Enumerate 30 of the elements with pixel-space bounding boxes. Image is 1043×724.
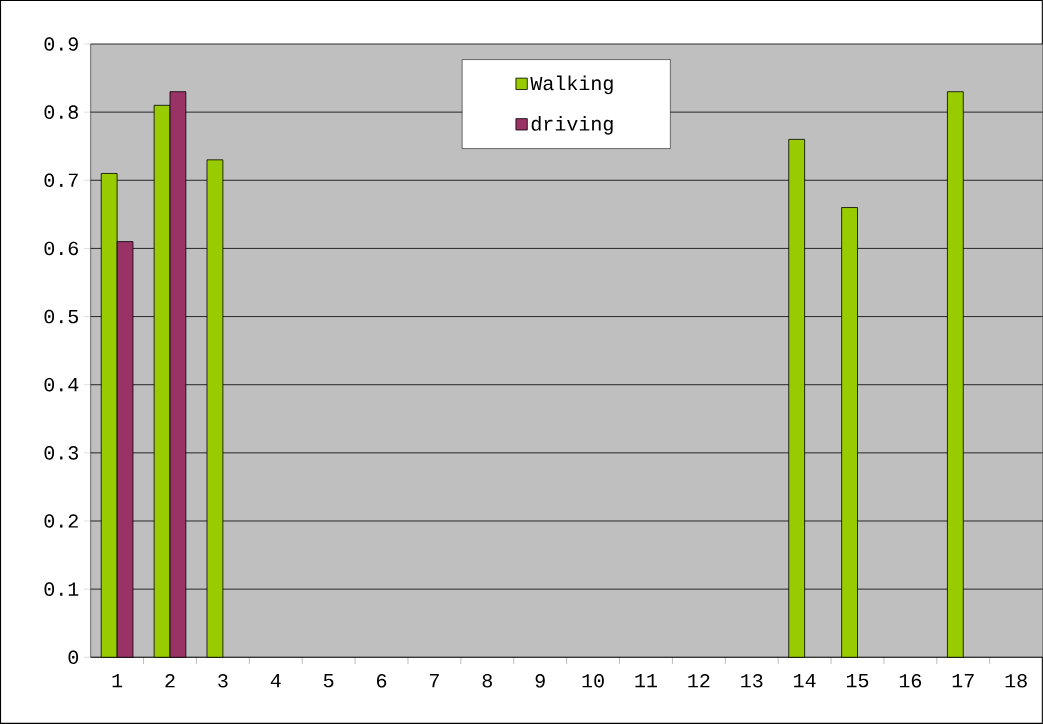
legend-label: Walking: [530, 75, 613, 95]
x-tick-label: 3: [218, 674, 228, 688]
x-tick-label: 13: [741, 674, 763, 688]
x-tick-label: 14: [794, 674, 816, 688]
y-tick-label: 0.9: [44, 37, 78, 51]
y-tick-label: 0.5: [44, 309, 79, 324]
x-tick-label: 12: [688, 674, 710, 688]
x-tick-label: 10: [582, 674, 604, 688]
x-tick-label: 17: [952, 674, 974, 688]
y-tick-label: 0: [68, 650, 79, 665]
y-tick-label: 0.3: [44, 446, 79, 460]
x-tick-label: 6: [377, 674, 387, 688]
x-tick-label: 11: [635, 674, 657, 688]
y-tick-label: 0.7: [44, 173, 78, 188]
x-tick-label: 4: [270, 674, 281, 688]
x-tick-label: 18: [1005, 674, 1027, 688]
y-tick-label: 0.2: [44, 514, 78, 528]
x-tick-label: 16: [899, 674, 922, 688]
y-tick-label: 0.1: [44, 582, 79, 596]
x-tick-label: 2: [165, 674, 175, 688]
x-tick-label: 1: [112, 674, 123, 688]
x-tick-label: 8: [482, 674, 492, 688]
x-tick-label: 9: [535, 674, 545, 688]
x-tick-label: 7: [429, 674, 439, 688]
x-tick-label: 5: [323, 674, 334, 688]
y-tick-label: 0.4: [44, 377, 79, 392]
y-tick-label: 0.8: [44, 105, 78, 119]
x-tick-label: 15: [846, 674, 869, 688]
y-tick-label: 0.6: [44, 241, 78, 256]
legend-label: driving: [531, 116, 613, 135]
